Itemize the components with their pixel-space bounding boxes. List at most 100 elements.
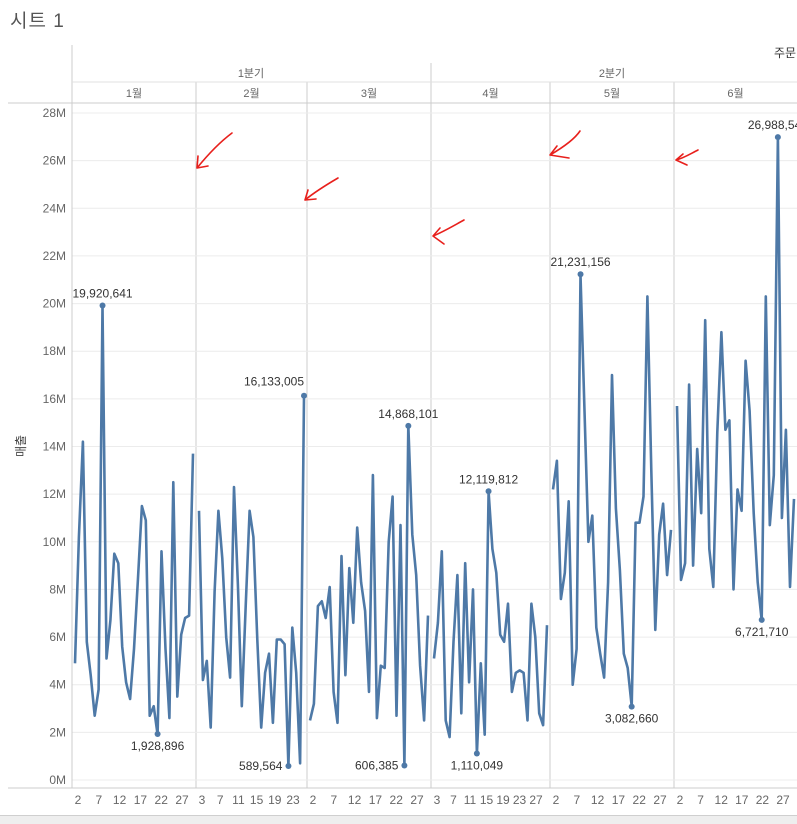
x-tick-label: 2 <box>75 793 82 807</box>
mark-point <box>774 134 781 141</box>
x-tick-label: 7 <box>217 793 224 807</box>
data-label: 606,385 <box>355 759 399 773</box>
data-label: 1,928,896 <box>131 739 185 753</box>
x-tick-label: 12 <box>348 793 362 807</box>
mark-point <box>485 488 492 495</box>
y-tick-label: 24M <box>43 201 66 215</box>
x-tick-label: 27 <box>529 793 543 807</box>
data-label: 6,721,710 <box>735 625 789 639</box>
month-header-label: 6월 <box>727 87 743 100</box>
mark-point <box>758 616 765 623</box>
x-tick-label: 23 <box>286 793 300 807</box>
sales-line-4 <box>432 490 549 756</box>
x-tick-label: 2 <box>677 793 684 807</box>
month-header-label: 3월 <box>361 87 377 100</box>
x-tick-label: 11 <box>232 793 245 807</box>
month-header-label: 5월 <box>604 87 620 100</box>
y-tick-label: 28M <box>43 106 66 120</box>
x-tick-label: 27 <box>410 793 424 807</box>
x-tick-label: 12 <box>591 793 605 807</box>
quarter-header-label: 1분기 <box>238 67 264 80</box>
y-tick-label: 22M <box>43 249 66 263</box>
data-label: 3,082,660 <box>605 712 659 726</box>
mark-point <box>285 762 292 769</box>
x-tick-label: 17 <box>134 793 148 807</box>
x-tick-label: 7 <box>330 793 337 807</box>
x-tick-label: 17 <box>369 793 383 807</box>
sheet-title: 시트 1 <box>10 11 65 32</box>
y-tick-label: 0M <box>49 773 66 787</box>
x-tick-label: 27 <box>776 793 790 807</box>
month-header-label: 1월 <box>126 87 142 100</box>
x-tick-label: 19 <box>496 793 510 807</box>
sales-line-2 <box>197 396 306 768</box>
mark-point <box>405 422 412 429</box>
y-axis-title: 매출 <box>14 435 28 457</box>
data-label: 16,133,005 <box>244 375 304 389</box>
y-tick-label: 26M <box>43 154 66 168</box>
month-header-label: 2월 <box>243 87 259 100</box>
x-tick-label: 27 <box>175 793 189 807</box>
annotation-arrows <box>196 130 699 245</box>
x-tick-label: 12 <box>715 793 729 807</box>
column-headers: 주문 1분기 2분기 1월 2월 3월 4월 5월 6월 <box>8 45 797 789</box>
x-tick-label: 3 <box>199 793 206 807</box>
sales-line-1 <box>73 304 195 737</box>
x-tick-label: 7 <box>573 793 580 807</box>
x-tick-label: 2 <box>310 793 317 807</box>
data-label: 26,988,545 <box>748 118 797 132</box>
mark-point <box>301 392 307 399</box>
data-label: 21,231,156 <box>551 255 611 269</box>
mark-point <box>154 731 161 738</box>
month-header-label: 4월 <box>482 87 498 100</box>
x-tick-label: 7 <box>450 793 457 807</box>
x-tick-label: 3 <box>434 793 441 807</box>
data-label: 12,119,812 <box>459 472 518 486</box>
x-tick-label: 22 <box>756 793 770 807</box>
mark-point <box>628 703 635 710</box>
quarter-header-label: 2분기 <box>599 67 625 80</box>
x-tick-label: 7 <box>95 793 102 807</box>
x-tick-label: 22 <box>155 793 169 807</box>
x-tick-label: 17 <box>612 793 626 807</box>
data-label: 1,110,049 <box>451 759 504 773</box>
sales-line-6 <box>675 135 796 622</box>
y-tick-label: 20M <box>43 297 66 311</box>
sales-line-5 <box>551 273 673 708</box>
data-labels: 19,920,641 1,928,896 16,133,005 589,564 14,8… <box>73 118 797 773</box>
y-tick-label: 4M <box>49 678 66 692</box>
x-tick-label: 11 <box>464 793 477 807</box>
x-tick-label: 15 <box>250 793 264 807</box>
x-tick-label: 23 <box>513 793 527 807</box>
y-tick-label: 14M <box>43 440 66 454</box>
data-label: 14,868,101 <box>378 407 438 421</box>
x-tick-label: 22 <box>633 793 647 807</box>
x-tick-label: 17 <box>735 793 749 807</box>
x-tick-label: 22 <box>390 793 404 807</box>
y-tick-label: 18M <box>43 344 66 358</box>
red-arrow-annotation <box>549 130 581 159</box>
x-tick-label: 2 <box>553 793 560 807</box>
x-tick-label: 7 <box>697 793 704 807</box>
data-label: 19,920,641 <box>73 286 133 300</box>
red-arrow-annotation <box>675 149 699 166</box>
red-arrow-annotation <box>196 132 233 169</box>
axes: 0M 2M 4M 6M 8M 10M 12M 14M 16M 18M 20M 22M 24M 26M 28M… <box>14 106 790 807</box>
x-tick-label: 15 <box>480 793 494 807</box>
x-tick-label: 19 <box>268 793 282 807</box>
horizontal-scrollbar-track[interactable] <box>0 815 797 824</box>
y-tick-label: 16M <box>43 392 66 406</box>
red-arrow-annotation <box>304 177 339 201</box>
x-tick-label: 12 <box>113 793 127 807</box>
y-tick-label: 8M <box>49 582 66 596</box>
y-tick-label: 10M <box>43 535 66 549</box>
sales-line-3 <box>308 423 430 767</box>
column-field-label: 주문 <box>774 46 796 60</box>
data-label: 589,564 <box>239 759 283 773</box>
red-arrow-annotation <box>432 219 465 245</box>
y-tick-label: 12M <box>43 487 66 501</box>
mark-point <box>473 750 480 757</box>
y-tick-label: 2M <box>49 725 66 739</box>
y-tick-label: 6M <box>49 630 66 644</box>
